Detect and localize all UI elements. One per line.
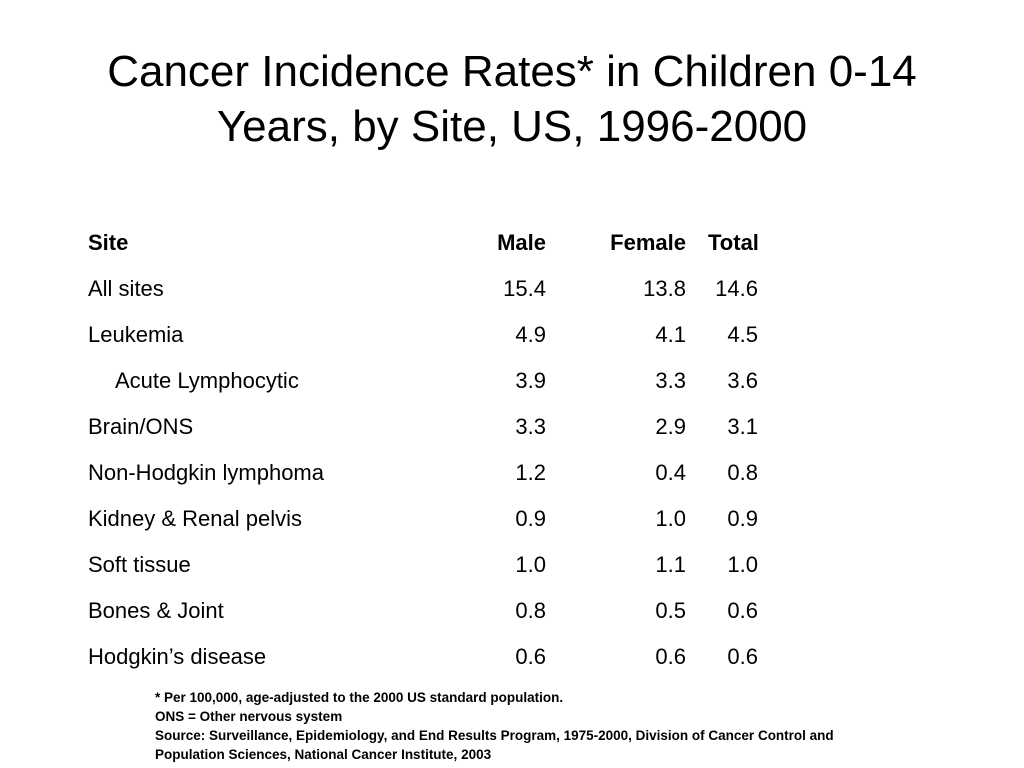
cell-site: Leukemia bbox=[88, 322, 184, 347]
cell-female: 13.8 bbox=[643, 276, 686, 301]
cell-female: 3.3 bbox=[655, 368, 686, 393]
cell-male: 3.9 bbox=[515, 368, 546, 393]
header-male: Male bbox=[497, 230, 546, 255]
cell-site: Brain/ONS bbox=[88, 414, 194, 439]
cell-total: 1.0 bbox=[727, 552, 758, 577]
cell-total: 0.9 bbox=[727, 506, 758, 531]
cell-total: 0.8 bbox=[727, 460, 758, 485]
header-female: Female bbox=[610, 230, 686, 255]
cell-site: All sites bbox=[88, 276, 164, 301]
table-row: Brain/ONS 3.3 2.9 3.1 bbox=[88, 412, 788, 458]
cell-site: Kidney & Renal pelvis bbox=[88, 506, 303, 531]
table-row: All sites 15.4 13.8 14.6 bbox=[88, 274, 788, 320]
cell-site: Soft tissue bbox=[88, 552, 191, 577]
cell-female: 0.4 bbox=[655, 460, 686, 485]
page-title: Cancer Incidence Rates* in Children 0-14… bbox=[0, 44, 1024, 154]
cell-male: 15.4 bbox=[503, 276, 546, 301]
cell-female: 0.5 bbox=[655, 598, 686, 623]
cell-total: 3.6 bbox=[727, 368, 758, 393]
cell-total: 14.6 bbox=[715, 276, 758, 301]
cell-male: 0.6 bbox=[515, 644, 546, 669]
table-row: Bones & Joint 0.8 0.5 0.6 bbox=[88, 596, 788, 642]
cell-site: Hodgkin’s disease bbox=[88, 644, 267, 669]
cell-female: 0.6 bbox=[655, 644, 686, 669]
cell-male: 3.3 bbox=[515, 414, 546, 439]
cell-site: Acute Lymphocytic bbox=[115, 368, 299, 393]
table-body: All sites 15.4 13.8 14.6 Leukemia 4.9 4.1 4.5 Ac… bbox=[88, 274, 788, 688]
table-header-row: Site Male Female Total bbox=[88, 228, 788, 274]
table-row: Acute Lymphocytic 3.9 3.3 3.6 bbox=[88, 366, 788, 412]
table-row: Kidney & Renal pelvis 0.9 1.0 0.9 bbox=[88, 504, 788, 550]
cell-female: 1.0 bbox=[655, 506, 686, 531]
table-row: Leukemia 4.9 4.1 4.5 bbox=[88, 320, 788, 366]
header-total: Total bbox=[708, 230, 759, 255]
footnote-source-2: Population Sciences, National Cancer Ins… bbox=[155, 747, 492, 762]
table-row: Hodgkin’s disease 0.6 0.6 0.6 bbox=[88, 642, 788, 688]
cell-male: 1.2 bbox=[515, 460, 546, 485]
footnotes: * Per 100,000, age-adjusted to the 2000 … bbox=[155, 688, 995, 764]
cell-female: 1.1 bbox=[655, 552, 686, 577]
cell-male: 0.9 bbox=[515, 506, 546, 531]
cell-female: 4.1 bbox=[655, 322, 686, 347]
footnote-per-100000: * Per 100,000, age-adjusted to the 2000 … bbox=[155, 690, 564, 705]
cell-site: Non-Hodgkin lymphoma bbox=[88, 460, 324, 485]
footnote-ons: ONS = Other nervous system bbox=[155, 709, 343, 724]
cell-total: 0.6 bbox=[727, 598, 758, 623]
cell-male: 1.0 bbox=[515, 552, 546, 577]
incidence-table: Site Male Female Total All sites 15.4 13.8… bbox=[88, 228, 788, 688]
cell-male: 4.9 bbox=[515, 322, 546, 347]
cell-total: 4.5 bbox=[727, 322, 758, 347]
table-row: Non-Hodgkin lymphoma 1.2 0.4 0.8 bbox=[88, 458, 788, 504]
cell-total: 0.6 bbox=[727, 644, 758, 669]
header-site: Site bbox=[88, 230, 129, 255]
title-line-2: Years, by Site, US, 1996-2000 bbox=[216, 102, 808, 151]
cell-total: 3.1 bbox=[727, 414, 758, 439]
table-row: Soft tissue 1.0 1.1 1.0 bbox=[88, 550, 788, 596]
cell-female: 2.9 bbox=[655, 414, 686, 439]
cell-male: 0.8 bbox=[515, 598, 546, 623]
cell-site: Bones & Joint bbox=[88, 598, 224, 623]
title-line-1: Cancer Incidence Rates* in Children 0-14 bbox=[107, 47, 917, 96]
footnote-source-1: Source: Surveillance, Epidemiology, and … bbox=[155, 728, 834, 743]
